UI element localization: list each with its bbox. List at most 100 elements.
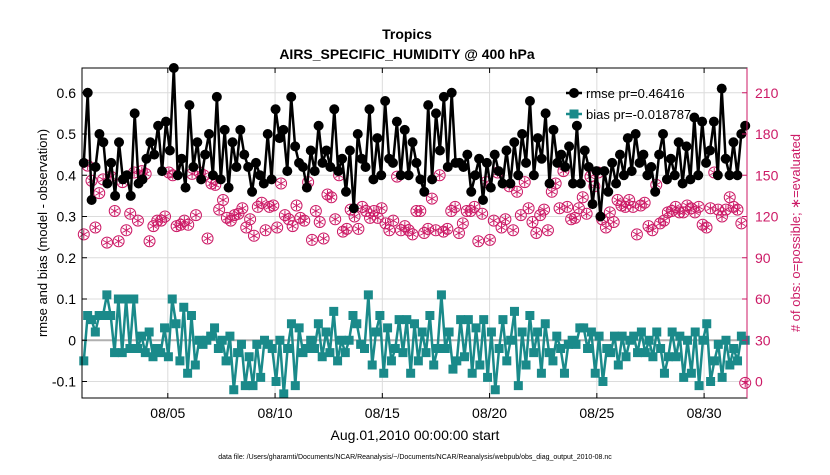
possible-obs-point (456, 217, 469, 230)
evaluated-obs-point (354, 224, 363, 234)
evaluated-obs-point (280, 210, 290, 220)
rmse-point (634, 157, 645, 168)
possible-obs-point (472, 235, 485, 248)
bias-point (402, 315, 412, 325)
rmse-point (243, 162, 254, 172)
bias-point (490, 385, 500, 395)
rmse-point (434, 145, 445, 156)
bias-point (529, 348, 539, 358)
bias-point (571, 339, 581, 349)
rmse-point (270, 104, 281, 115)
evaluated-obs-point (416, 206, 425, 216)
bias-point (652, 327, 662, 337)
evaluated-obs-point (288, 221, 297, 231)
evaluated-obs-point (427, 194, 437, 204)
possible-obs-point (507, 224, 520, 237)
bias-point (694, 381, 704, 391)
possible-obs-point (402, 224, 415, 237)
evaluated-obs-point (420, 228, 429, 238)
bias-point (240, 381, 250, 391)
possible-obs-point (294, 211, 307, 224)
possible-obs-point (445, 205, 458, 217)
rmse-point (536, 153, 547, 164)
rmse-point (513, 170, 524, 181)
bias-point (636, 327, 646, 337)
possible-obs-point (406, 228, 419, 241)
possible-obs-point (727, 200, 740, 213)
bias-point (440, 344, 450, 353)
bias-point (656, 344, 666, 353)
possible-obs-point (630, 228, 643, 241)
rmse-point (192, 137, 203, 148)
rmse-point (274, 133, 285, 144)
evaluated-obs-point (478, 209, 487, 219)
rmse-point (164, 145, 175, 156)
possible-obs-point (576, 191, 589, 204)
evaluated-obs-point (172, 221, 181, 231)
bias-point (340, 348, 350, 358)
bias-point (371, 327, 381, 337)
bias-point (679, 372, 689, 382)
rmse-point (466, 186, 477, 197)
possible-obs-point (449, 200, 462, 213)
evaluated-obs-point (133, 216, 143, 226)
evaluated-obs-point (489, 216, 498, 226)
y-tick-label-right: 180 (755, 126, 779, 142)
evaluated-obs-point (532, 228, 541, 238)
legend-rmse-marker (569, 88, 579, 98)
bias-point (310, 344, 320, 353)
evaluated-obs-point (327, 192, 336, 202)
rmse-point (78, 157, 89, 168)
possible-obs-point (143, 235, 156, 248)
bias-point (144, 327, 154, 337)
rmse-point (137, 174, 148, 185)
bias-point (479, 315, 489, 325)
bias-point (325, 348, 335, 358)
y-tick-label-right: 0 (755, 374, 763, 390)
bias-point (375, 311, 385, 320)
evaluated-obs-point (369, 206, 379, 216)
evaluated-obs-point (218, 195, 228, 205)
evaluated-obs-point (156, 216, 166, 226)
evaluated-obs-point (725, 192, 734, 202)
rmse-point (571, 120, 582, 131)
possible-obs-point (305, 233, 318, 246)
possible-obs-point (290, 199, 303, 212)
possible-obs-point (696, 218, 709, 231)
y-tick-label-left: -0.1 (52, 374, 76, 390)
possible-obs-point (131, 214, 144, 227)
possible-obs-point (657, 214, 670, 227)
evaluated-obs-point (675, 207, 684, 217)
possible-obs-point (182, 218, 195, 231)
bias-point (413, 356, 423, 366)
bias-point (475, 360, 485, 370)
rmse-point (442, 162, 453, 172)
bias-point (179, 302, 189, 312)
bias-point (267, 344, 277, 353)
evaluated-obs-point (381, 218, 390, 228)
bias-point (513, 381, 523, 391)
evaluated-obs-point (497, 223, 506, 232)
bias-point (683, 335, 693, 345)
evaluated-obs-point (690, 207, 700, 217)
bias-point (606, 348, 616, 358)
evaluated-obs-point (555, 203, 564, 213)
bias-point (171, 319, 181, 329)
rmse-point (239, 149, 250, 160)
rmse-point (200, 149, 211, 160)
bias-point (690, 327, 700, 337)
possible-obs-point (178, 214, 191, 227)
rmse-point (689, 112, 700, 123)
bias-point (556, 344, 566, 353)
bias-point (286, 319, 296, 329)
rmse-point (446, 87, 457, 98)
evaluated-obs-point (423, 224, 433, 234)
evaluated-obs-point (474, 236, 483, 246)
bias-point (506, 335, 516, 345)
possible-obs-point (321, 188, 334, 201)
evaluated-obs-point (501, 214, 510, 224)
rmse-point (301, 182, 312, 193)
rmse-point (282, 166, 293, 177)
bias-point (248, 381, 258, 391)
